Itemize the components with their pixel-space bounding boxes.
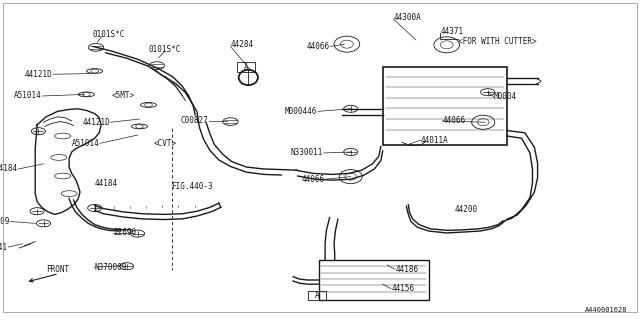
Text: 44186: 44186 <box>396 265 419 274</box>
Text: 44371: 44371 <box>440 27 463 36</box>
Text: N370009: N370009 <box>95 263 127 272</box>
Text: M000446: M000446 <box>285 107 317 116</box>
Text: N330011: N330011 <box>291 148 323 157</box>
Text: 44200: 44200 <box>454 205 477 214</box>
Text: 44121D: 44121D <box>83 118 110 127</box>
Text: <5MT>: <5MT> <box>112 92 135 100</box>
Text: 22641: 22641 <box>0 243 8 252</box>
Text: 44184: 44184 <box>95 179 118 188</box>
Text: A: A <box>243 63 248 72</box>
Text: FRONT: FRONT <box>46 265 69 274</box>
Text: M0004: M0004 <box>494 92 517 101</box>
Text: A51014: A51014 <box>14 92 42 100</box>
Text: C00827: C00827 <box>180 116 208 125</box>
Text: A51014: A51014 <box>72 139 99 148</box>
Text: N370009: N370009 <box>0 217 10 226</box>
Text: 22690: 22690 <box>114 228 137 237</box>
Text: 0101S*C: 0101S*C <box>149 45 181 54</box>
Text: 44066: 44066 <box>302 175 325 184</box>
Text: 44066: 44066 <box>307 42 330 51</box>
Text: 0101S*C: 0101S*C <box>93 30 125 39</box>
Text: 44284: 44284 <box>230 40 253 49</box>
Text: 44011A: 44011A <box>421 136 449 145</box>
Text: <FOR WITH CUTTER>: <FOR WITH CUTTER> <box>458 37 536 46</box>
Text: <CVT>: <CVT> <box>154 139 177 148</box>
Text: FIG.440-3: FIG.440-3 <box>172 182 213 191</box>
Text: A: A <box>315 291 320 300</box>
Text: 44066: 44066 <box>443 116 466 125</box>
Text: 44300A: 44300A <box>394 13 421 22</box>
Text: A440001628: A440001628 <box>585 307 627 313</box>
Text: 44121D: 44121D <box>25 70 52 79</box>
Text: 44184: 44184 <box>0 164 18 173</box>
Text: 44156: 44156 <box>392 284 415 293</box>
